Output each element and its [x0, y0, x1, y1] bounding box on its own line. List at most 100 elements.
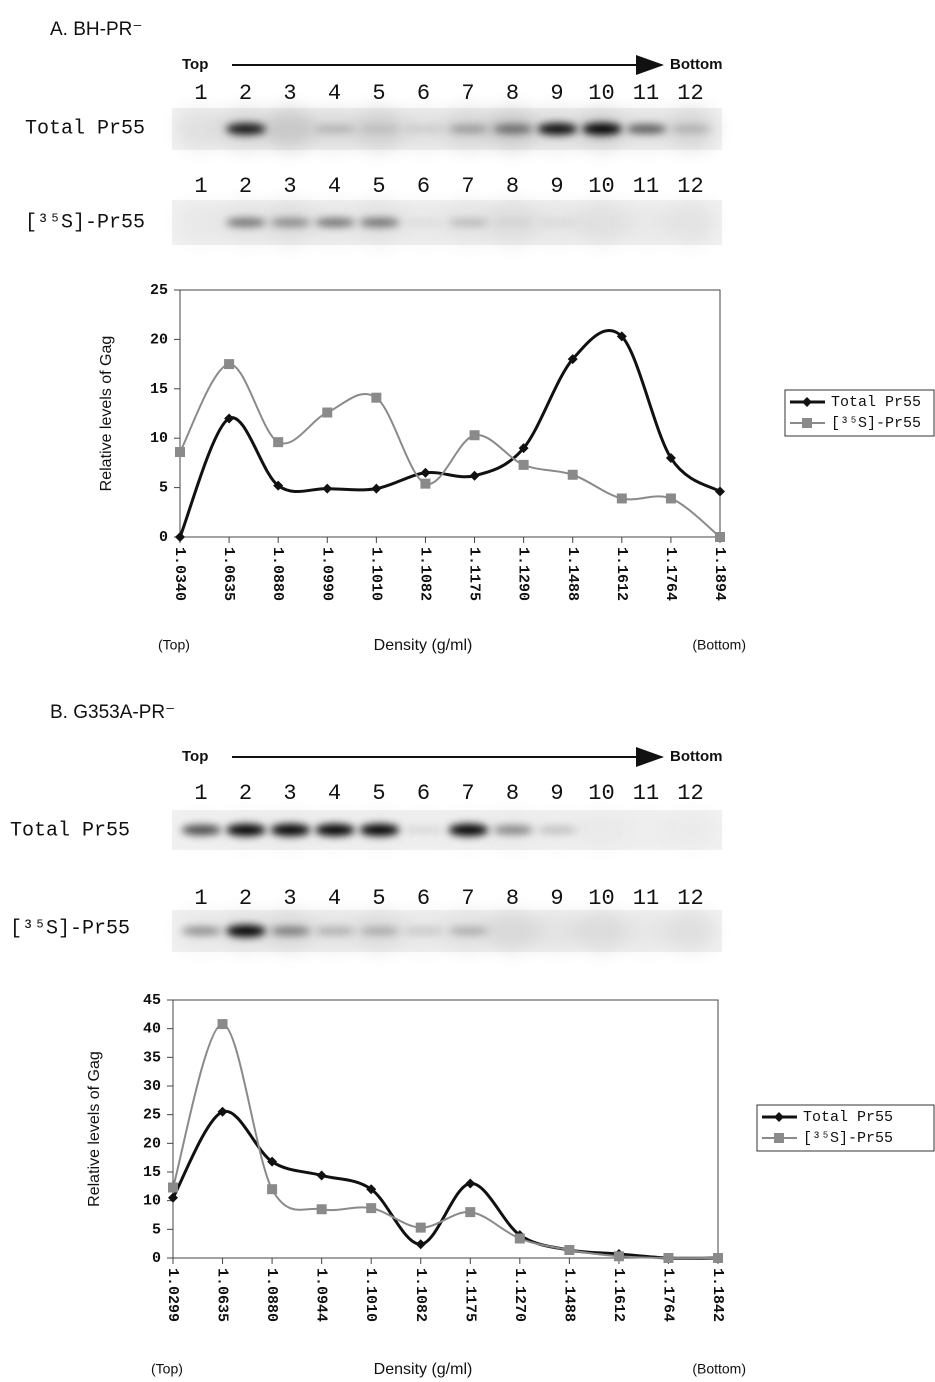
- data-point: [519, 460, 529, 470]
- x-tick-label: 1.1612: [610, 1268, 627, 1322]
- data-point: [666, 493, 676, 503]
- blot-band: [493, 219, 533, 225]
- x-end-label: (Bottom): [692, 1361, 746, 1377]
- lane-number: 11: [633, 781, 659, 806]
- x-tick-label: 1.0880: [269, 547, 286, 601]
- lane-number: 7: [461, 886, 474, 911]
- data-point: [317, 1204, 327, 1214]
- lane-number: 6: [417, 174, 430, 199]
- blot-band: [627, 124, 667, 134]
- panel-label: B. G353A-PR⁻: [50, 702, 175, 723]
- blot-band: [271, 824, 311, 836]
- lane-number: 1: [194, 781, 207, 806]
- y-tick-label: 10: [143, 1193, 161, 1210]
- data-point: [322, 484, 332, 494]
- x-tick-label: 1.1488: [564, 547, 581, 601]
- lane-number: 10: [588, 174, 614, 199]
- arrow-label: Top: [182, 56, 208, 73]
- lane-number: 11: [633, 174, 659, 199]
- x-tick-label: 1.1894: [711, 547, 728, 601]
- blot-band: [404, 219, 444, 225]
- lane-number: 4: [328, 781, 341, 806]
- blot-band: [449, 125, 489, 133]
- y-tick-label: 5: [159, 480, 168, 497]
- lane-number: 4: [328, 174, 341, 199]
- arrow-label: Bottom: [670, 56, 723, 73]
- lane-number: 1: [194, 886, 207, 911]
- y-tick-label: 25: [150, 282, 168, 299]
- data-point: [371, 393, 381, 403]
- lane-number: 12: [677, 886, 703, 911]
- data-point: [715, 532, 725, 542]
- lane-number: 10: [588, 781, 614, 806]
- y-axis-label: Relative levels of Gag: [86, 1051, 103, 1207]
- lane-number: 4: [328, 886, 341, 911]
- x-tick-label: 1.0340: [171, 547, 188, 601]
- x-tick-label: 1.1764: [662, 547, 679, 601]
- blot-band: [226, 925, 266, 937]
- y-tick-label: 15: [150, 381, 168, 398]
- data-point: [568, 470, 578, 480]
- lane-number: 6: [417, 886, 430, 911]
- blot-row-label: Total Pr55: [25, 117, 145, 140]
- blot-band: [671, 125, 711, 132]
- blot-band: [315, 218, 355, 227]
- data-point: [663, 1253, 673, 1263]
- lane-number: 3: [283, 886, 296, 911]
- x-end-label: (Top): [158, 637, 190, 653]
- blot-band: [493, 125, 533, 134]
- x-axis-label: Density (g/ml): [374, 1361, 473, 1378]
- lane-number: 12: [677, 81, 703, 106]
- lane-number: 9: [550, 886, 563, 911]
- blot-row-label: [³⁵S]-Pr55: [10, 917, 130, 940]
- data-point: [322, 408, 332, 418]
- blot-band: [182, 927, 222, 935]
- lane-number: 7: [461, 781, 474, 806]
- legend-marker: [774, 1133, 784, 1143]
- blot-band: [271, 927, 311, 936]
- y-tick-label: 40: [143, 1021, 161, 1038]
- data-point: [564, 1245, 574, 1255]
- blot-smudge: [620, 810, 672, 850]
- lane-number: 7: [461, 174, 474, 199]
- blot-smudge: [175, 108, 227, 150]
- blot-band: [182, 825, 222, 835]
- x-tick-label: 1.1082: [416, 547, 433, 601]
- lane-number: 2: [239, 81, 252, 106]
- lane-number: 2: [239, 781, 252, 806]
- x-tick-label: 1.0880: [263, 1268, 280, 1322]
- lane-number: 12: [677, 781, 703, 806]
- data-point: [713, 1253, 723, 1263]
- x-tick-label: 1.1488: [560, 1268, 577, 1322]
- data-point: [317, 1170, 327, 1180]
- lane-number: 9: [550, 81, 563, 106]
- blot-band: [538, 826, 578, 833]
- data-point: [175, 447, 185, 457]
- blot-band: [449, 824, 489, 836]
- lane-number: 11: [633, 886, 659, 911]
- blot-band: [449, 927, 489, 935]
- data-point: [371, 484, 381, 494]
- lane-number: 10: [588, 886, 614, 911]
- data-point: [168, 1182, 178, 1192]
- arrow-label: Bottom: [670, 748, 723, 765]
- y-tick-label: 45: [143, 992, 161, 1009]
- y-tick-label: 10: [150, 430, 168, 447]
- x-tick-label: 1.0635: [220, 547, 237, 601]
- x-tick-label: 1.1290: [515, 547, 532, 601]
- blot-smudge: [576, 200, 628, 245]
- data-point: [715, 487, 725, 497]
- lane-number: 6: [417, 781, 430, 806]
- blot-smudge: [620, 910, 672, 952]
- x-tick-label: 1.1842: [709, 1268, 726, 1322]
- x-tick-label: 1.1612: [613, 547, 630, 601]
- series-line: [180, 330, 720, 537]
- blot-band: [315, 125, 355, 132]
- blot-band: [360, 126, 400, 133]
- data-point: [366, 1203, 376, 1213]
- lane-number: 1: [194, 81, 207, 106]
- x-tick-label: 1.1764: [659, 1268, 676, 1322]
- x-end-label: (Bottom): [692, 637, 746, 653]
- legend-label: Total Pr55: [803, 1109, 893, 1126]
- blot-band: [360, 218, 400, 227]
